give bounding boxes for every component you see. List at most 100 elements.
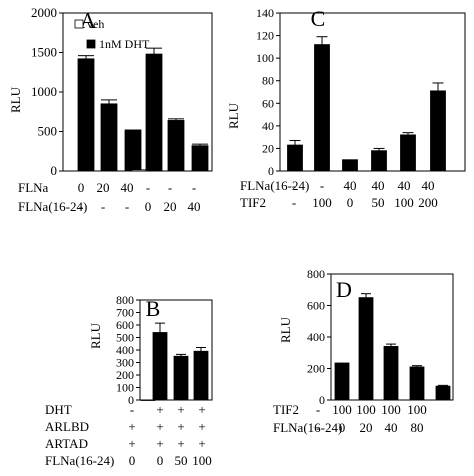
- panel-c-bar: [400, 134, 416, 172]
- panel-c-condition-value: 40: [422, 178, 435, 193]
- panel-c-condition-value: 40: [372, 178, 385, 193]
- panel-c-y-tick-label: 0: [268, 164, 274, 178]
- panel-c-y-tick-label: 40: [262, 119, 274, 133]
- panel-c-y-axis-label: RLU: [226, 102, 241, 129]
- panel-b-condition-row-label: FLNa(16-24): [45, 453, 114, 468]
- panel-b-condition-value: +: [177, 402, 184, 417]
- panel-a-legend-label-veh: veh: [87, 17, 104, 31]
- panel-b-condition-value: +: [156, 419, 163, 434]
- panel-b-letter: B: [146, 296, 161, 321]
- panel-b-condition-row-label: DHT: [45, 402, 72, 417]
- panel-c-bar: [342, 159, 358, 172]
- panel-d-condition-value: 100: [407, 402, 427, 417]
- panel-d-letter: D: [336, 277, 352, 302]
- panel-b-condition-row-label: ARLBD: [45, 419, 89, 434]
- panel-a-legend-label-dht: 1nM DHT: [99, 37, 150, 51]
- panel-a-bar-dht: [145, 53, 163, 172]
- panel-b-y-axis-label: RLU: [88, 322, 103, 349]
- panel-c-y-tick-label: 100: [256, 51, 274, 65]
- panel-b-condition-value: +: [198, 419, 205, 434]
- panel-d-y-tick-label: 200: [307, 362, 325, 376]
- panel-b-y-tick-label: 0: [128, 393, 134, 407]
- panel-a-condition-value: -: [79, 199, 83, 214]
- panel-d-condition-value: 20: [360, 420, 373, 435]
- panel-a-condition-value: -: [192, 180, 196, 195]
- panel-c-bar: [287, 144, 303, 172]
- panel-b-y-tick-label: 400: [116, 343, 134, 357]
- panel-d-condition-value: 100: [332, 402, 352, 417]
- panel-b-y-tick-label: 700: [116, 306, 134, 320]
- panel-d-condition-value: 0: [339, 420, 346, 435]
- panel-b-condition-value: +: [128, 436, 135, 451]
- panel-a-bar-dht: [100, 103, 118, 172]
- panel-b-y-tick-label: 200: [116, 368, 134, 382]
- panel-b-y-tick-label: 300: [116, 356, 134, 370]
- panel-b-condition-value: +: [156, 402, 163, 417]
- panel-a-y-tick-label: 500: [38, 124, 58, 139]
- panel-c-condition-value: 50: [372, 195, 385, 210]
- panel-c-bar: [430, 90, 446, 172]
- panel-c-bar: [371, 150, 387, 172]
- panel-b-condition-value: +: [177, 436, 184, 451]
- panel-d-condition-value: 40: [385, 420, 398, 435]
- panel-b-bar: [152, 332, 168, 401]
- panel-b-condition-value: 50: [175, 453, 188, 468]
- panel-d-condition-row-label: FLNa(16-24): [273, 420, 342, 435]
- panel-b-bar: [173, 355, 189, 401]
- panel-c-condition-value: 40: [344, 178, 357, 193]
- panel-d-condition-value: 100: [381, 402, 401, 417]
- panel-a-letter: A: [80, 8, 96, 33]
- panel-a-bar-dht: [191, 145, 209, 172]
- panel-c-bar: [314, 44, 330, 172]
- panel-d-y-tick-label: 400: [307, 330, 325, 344]
- panel-a-condition-value: -: [168, 180, 172, 195]
- panel-b-condition-value: +: [156, 436, 163, 451]
- panel-a-condition-value: 40: [121, 180, 134, 195]
- panel-a-condition-value: -: [146, 180, 150, 195]
- panel-d-bar: [383, 346, 399, 401]
- panel-c-condition-value: 0: [347, 195, 354, 210]
- panel-d-y-tick-label: 800: [307, 267, 325, 281]
- panel-a-condition-value: -: [101, 199, 105, 214]
- panel-a-y-tick-label: 1500: [31, 45, 57, 60]
- panel-c-condition-row-label: TIF2: [240, 195, 266, 210]
- panel-b-condition-value: 0: [157, 453, 164, 468]
- panel-c-y-tick-label: 140: [256, 6, 274, 20]
- panel-a-condition-value: 0: [78, 180, 85, 195]
- panel-b-condition-row-label: ARTAD: [45, 436, 88, 451]
- panel-d-condition-row-label: TIF2: [273, 402, 299, 417]
- panel-a-bar-veh: [131, 169, 147, 172]
- panel-d-bar: [334, 362, 350, 401]
- panel-b-y-tick-label: 800: [116, 293, 134, 307]
- panel-a-y-tick-label: 1000: [31, 84, 57, 99]
- panel-a-condition-row-label: FLNa: [18, 180, 49, 195]
- panel-d-condition-value: 100: [356, 402, 376, 417]
- panel-c-condition-value: -: [320, 178, 324, 193]
- panel-a-condition-row-label: FLNa(16-24): [18, 199, 87, 214]
- panel-c-letter: C: [311, 6, 326, 31]
- panel-a-condition-value: 20: [164, 199, 177, 214]
- panel-b-bar: [193, 350, 209, 401]
- panel-c-y-tick-label: 20: [262, 141, 274, 155]
- panel-a-condition-value: 40: [188, 199, 201, 214]
- panel-c-condition-value: 100: [312, 195, 332, 210]
- panel-b-condition-value: +: [198, 402, 205, 417]
- panel-b-condition-value: +: [198, 436, 205, 451]
- panel-c-condition-value: -: [292, 195, 296, 210]
- panel-b-condition-value: -: [130, 402, 134, 417]
- panel-b-y-tick-label: 600: [116, 318, 134, 332]
- panel-a-y-axis-label: RLU: [8, 86, 23, 113]
- panel-c-condition-value: 100: [394, 195, 414, 210]
- panel-d-condition-value: -: [316, 420, 320, 435]
- panel-d-condition-value: -: [316, 402, 320, 417]
- panel-a-condition-value: 20: [97, 180, 110, 195]
- panel-b-condition-value: 100: [192, 453, 212, 468]
- panel-b-condition-value: 0: [129, 453, 136, 468]
- panel-a-bar-dht: [167, 120, 185, 172]
- panel-b-condition-value: +: [177, 419, 184, 434]
- panel-d-y-tick-label: 600: [307, 299, 325, 313]
- panel-a-bar-dht: [77, 58, 95, 172]
- panel-d-bar: [409, 366, 425, 401]
- panel-a-y-tick-label: 2000: [31, 5, 57, 20]
